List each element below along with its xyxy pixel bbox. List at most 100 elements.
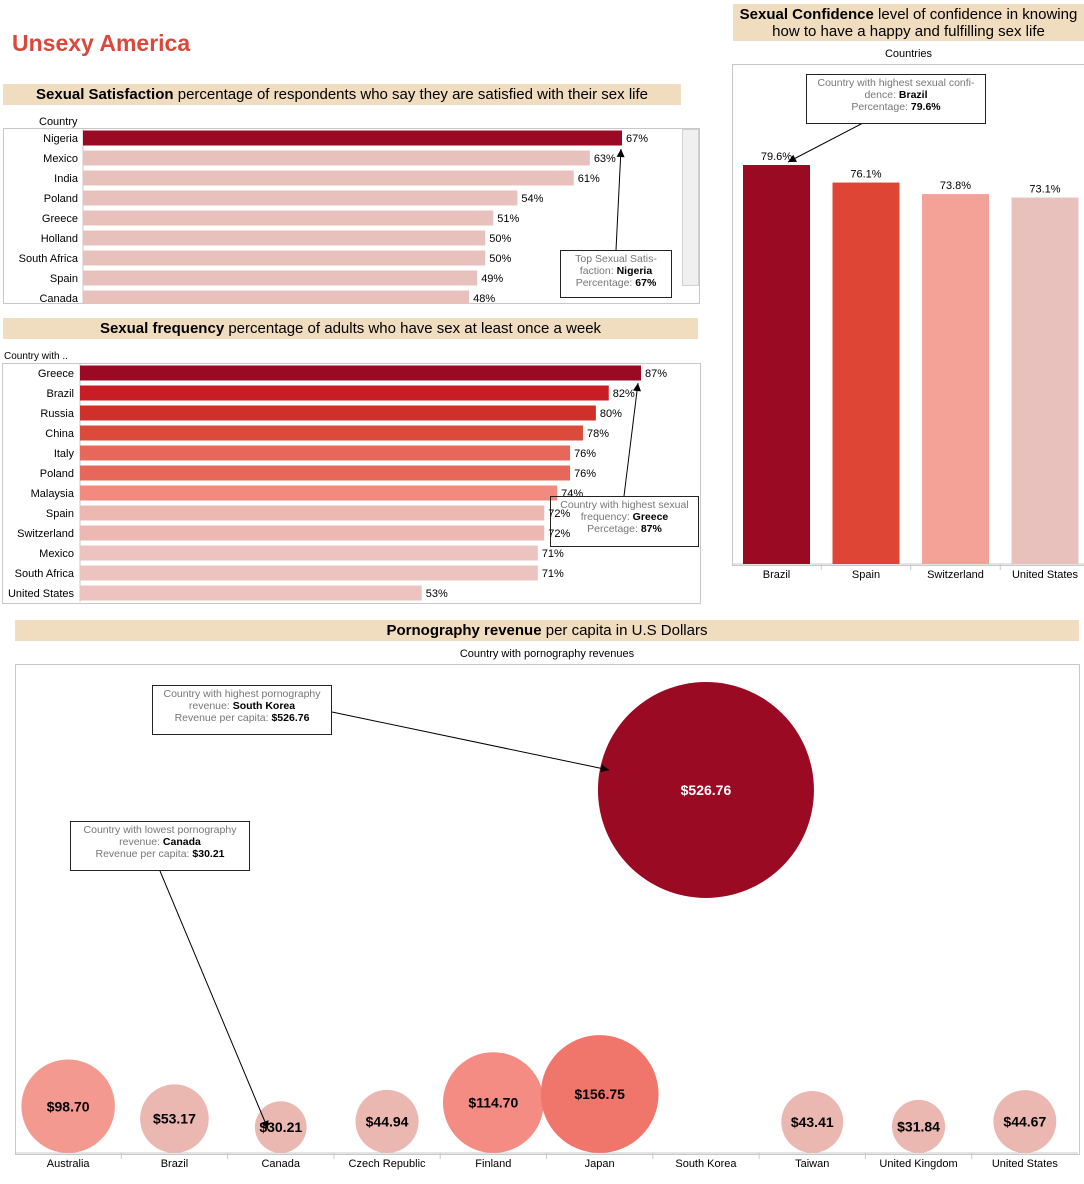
porn-value-south-korea: $526.76 — [681, 782, 732, 798]
porn-label-japan: Japan — [585, 1158, 615, 1170]
porn-value-japan: $156.75 — [574, 1086, 625, 1102]
porn-bubble-taiwan — [781, 1090, 844, 1153]
confidence-title-rest: level of confidence in knowing — [873, 6, 1078, 23]
porn-value-brazil: $53.17 — [153, 1111, 196, 1127]
satisfaction-value-nigeria: 67% — [626, 133, 648, 145]
frequency-value-poland: 76% — [574, 468, 596, 480]
porn-annotation-high-leader-arrowhead — [600, 764, 609, 773]
frequency-label-switzerland: Switzerland — [17, 528, 74, 540]
porn-label-canada: Canada — [261, 1158, 300, 1170]
frequency-bar-malaysia — [80, 485, 558, 501]
porn-bubble-canada — [254, 1101, 307, 1153]
porn-annotation-low-leader-arrowhead — [261, 1120, 269, 1129]
frequency-chart: Greece 87% Brazil 82% Russia 80% China 78% Italy… — [8, 363, 667, 602]
porn-title-bold: Pornography revenue — [386, 622, 542, 639]
confidence-value-brazil: 79.6% — [761, 151, 792, 163]
frequency-bar-brazil — [80, 385, 609, 401]
frequency-label-spain: Spain — [46, 508, 74, 520]
frequency-bar-united-states — [80, 585, 422, 601]
frequency-bar-italy — [80, 445, 571, 461]
satisfaction-value-greece: 51% — [497, 213, 519, 225]
satisfaction-value-holland: 50% — [489, 233, 511, 245]
confidence-bar-brazil — [743, 165, 810, 564]
confidence-title-line2: how to have a happy and fulfilling sex l… — [772, 23, 1045, 40]
porn-chart: $98.70 Australia $53.17 Brazil $30.21 Canada $… — [15, 682, 1078, 1170]
porn-value-czech-republic: $44.94 — [366, 1113, 409, 1129]
confidence-value-united-states: 73.1% — [1029, 184, 1060, 196]
frequency-value-south-africa: 71% — [542, 568, 564, 580]
frequency-value-brazil: 82% — [613, 388, 635, 400]
frequency-bar-greece — [80, 365, 641, 381]
dashboard-title: Unsexy America — [12, 30, 191, 56]
porn-value-australia: $98.70 — [47, 1098, 90, 1114]
satisfaction-value-canada: 48% — [473, 293, 495, 304]
frequency-annotation: Country with highest sexual frequency: G… — [550, 496, 699, 547]
porn-bubble-united-kingdom — [891, 1099, 946, 1153]
frequency-value-italy: 76% — [574, 448, 596, 460]
satisfaction-title-bold: Sexual Satisfaction — [36, 86, 174, 103]
satisfaction-bar-nigeria — [83, 130, 622, 146]
frequency-panel — [2, 363, 701, 604]
confidence-column-header: Countries — [884, 48, 933, 60]
frequency-bar-russia — [80, 405, 596, 421]
satisfaction-bar-mexico — [83, 150, 590, 166]
satisfaction-value-south-africa: 50% — [489, 253, 511, 265]
porn-value-finland: $114.70 — [468, 1095, 518, 1111]
confidence-value-spain: 76.1% — [850, 169, 881, 181]
frequency-bar-mexico — [80, 545, 538, 561]
satisfaction-scrollbar[interactable] — [682, 129, 699, 286]
frequency-bar-switzerland — [80, 525, 545, 541]
satisfaction-label-mexico: Mexico — [43, 153, 78, 165]
satisfaction-annotation-leader — [615, 148, 622, 251]
frequency-title-rest: percentage of adults who have sex at lea… — [224, 320, 602, 337]
frequency-annotation-leader — [623, 382, 639, 497]
satisfaction-label-holland: Holland — [41, 233, 78, 245]
confidence-annotation-leader-arrowhead — [788, 154, 797, 162]
satisfaction-label-south-africa: South Africa — [19, 253, 79, 265]
porn-label-united-states: United States — [992, 1158, 1059, 1170]
porn-bubble-czech-republic — [355, 1089, 419, 1153]
porn-annotation-high-leader — [331, 711, 610, 771]
confidence-annotation: Country with highest sexual confi- dence… — [806, 74, 986, 124]
porn-banner: Pornography revenue per capita in U.S Do… — [15, 620, 1079, 641]
confidence-bar-switzerland — [922, 194, 989, 564]
satisfaction-label-poland: Poland — [44, 193, 78, 205]
confidence-bar-spain — [832, 182, 900, 564]
porn-bubble-australia — [21, 1059, 115, 1153]
porn-annotation-low: Country with lowest pornography revenue:… — [70, 821, 250, 871]
frequency-label-united-states: United States — [8, 588, 75, 600]
frequency-annotation-leader-arrowhead — [633, 383, 641, 392]
satisfaction-annotation-leader-arrowhead — [616, 149, 625, 158]
frequency-value-greece: 87% — [645, 368, 667, 380]
frequency-label-russia: Russia — [40, 408, 75, 420]
satisfaction-bar-canada — [83, 290, 470, 304]
satisfaction-value-mexico: 63% — [594, 153, 616, 165]
satisfaction-value-poland: 54% — [521, 193, 543, 205]
confidence-title-bold: Sexual Confidence — [739, 6, 874, 23]
confidence-value-switzerland: 73.8% — [940, 180, 971, 192]
frequency-label-mexico: Mexico — [39, 548, 74, 560]
satisfaction-label-india: India — [54, 173, 79, 185]
porn-label-finland: Finland — [475, 1158, 511, 1170]
frequency-bar-spain — [80, 505, 545, 521]
frequency-value-china: 78% — [587, 428, 609, 440]
frequency-label-italy: Italy — [54, 448, 75, 460]
frequency-label-poland: Poland — [40, 468, 74, 480]
satisfaction-value-india: 61% — [578, 173, 600, 185]
frequency-banner: Sexual frequency percentage of adults wh… — [3, 318, 698, 339]
frequency-label-brazil: Brazil — [46, 388, 74, 400]
confidence-chart: 79.6% Brazil 76.1% Spain 73.8% Switzerland 73.… — [732, 122, 1084, 581]
porn-bubble-brazil — [140, 1084, 209, 1153]
porn-column-header: Country with pornography revenues — [459, 648, 635, 660]
frequency-label-greece: Greece — [38, 368, 74, 380]
frequency-value-switzerland: 72% — [548, 528, 570, 540]
frequency-value-spain: 72% — [548, 508, 570, 520]
satisfaction-title-rest: percentage of respondents who say they a… — [173, 86, 648, 103]
satisfaction-bar-india — [83, 170, 574, 186]
frequency-value-russia: 80% — [600, 408, 622, 420]
porn-annotation-high: Country with highest pornography revenue… — [152, 685, 332, 735]
confidence-label-spain: Spain — [852, 569, 880, 581]
frequency-value-united-states: 53% — [426, 588, 448, 600]
satisfaction-bar-spain — [83, 270, 478, 286]
confidence-bar-united-states — [1011, 197, 1079, 564]
